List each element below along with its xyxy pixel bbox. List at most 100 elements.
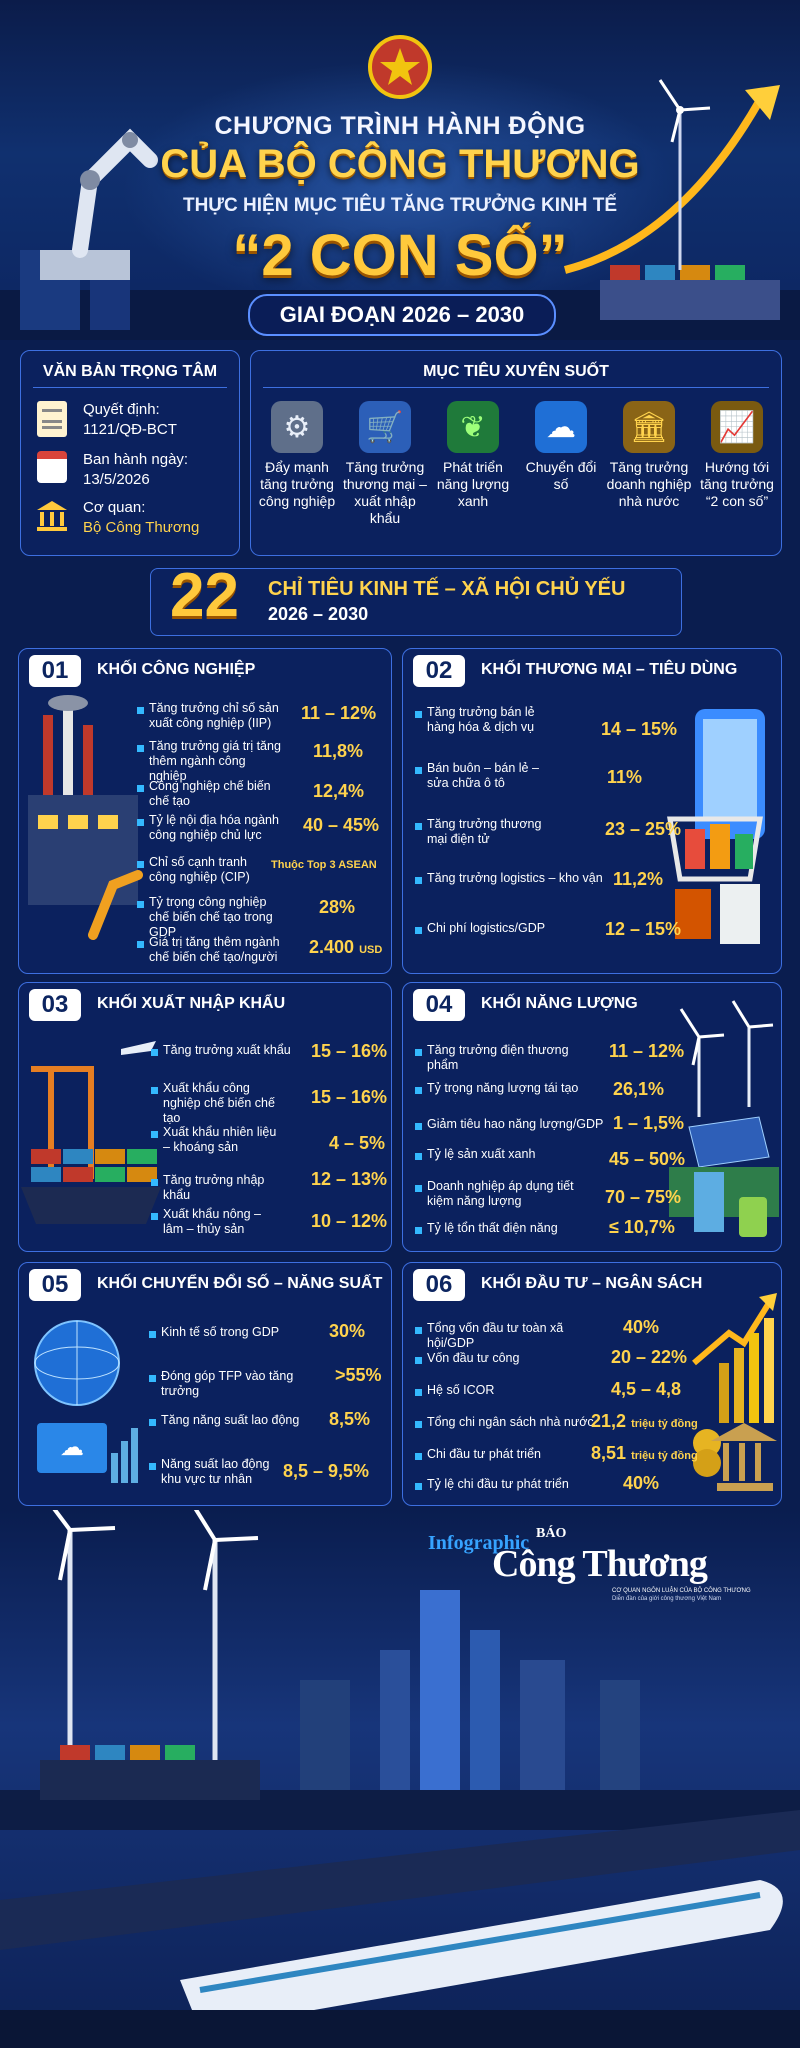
metric-row: Tăng trưởng chỉ số sản xuất công nghiệp …	[137, 701, 383, 731]
decision-label: Quyết định:	[83, 401, 160, 418]
goal-item: 🏛 Tăng trưởng doanh nghiệp nhà nước	[605, 401, 693, 510]
value-unit: triệu tỷ đồng	[631, 1418, 698, 1430]
title-line-4: “2 CON SỐ”	[232, 223, 568, 288]
metric-row: Tỷ lệ tổn thất điện năng ≤ 10,7%	[415, 1217, 675, 1251]
value-unit: triệu tỷ đồng	[631, 1450, 698, 1462]
goal-item: ⚙ Đẩy mạnh tăng trưởng công nghiệp	[253, 401, 341, 510]
robot-arm-illustration	[40, 128, 158, 280]
bullet	[415, 1453, 422, 1460]
bullet	[415, 1153, 422, 1160]
metric-label: Tỷ trọng công nghiệp chế biến chế tạo tr…	[149, 895, 273, 939]
bullet	[149, 1463, 156, 1470]
title-line-1: CHƯƠNG TRÌNH HÀNH ĐỘNG	[214, 112, 586, 140]
section-number: 04	[413, 989, 465, 1021]
metric-value: 8,5%	[329, 1409, 371, 1429]
goals-title: MỤC TIÊU XUYÊN SUỐT	[423, 363, 609, 380]
goal-label: Tăng trưởng thương mại – xuất nhập khẩu	[343, 459, 427, 526]
metric-label: Giá trị tăng thêm ngành chế biến chế tạo…	[149, 935, 280, 964]
metric-label: Công nghiệp chế biến chế tạo	[149, 779, 271, 808]
section-title: KHỐI CÔNG NGHIỆP	[97, 661, 256, 678]
metric-value: Thuộc Top 3 ASEAN	[271, 859, 377, 871]
bullet	[137, 941, 144, 948]
metric-value: 12 – 13%	[311, 1169, 388, 1189]
section-title: KHỐI NĂNG LƯỢNG	[481, 995, 638, 1012]
section-digital: 05 KHỐI CHUYỂN ĐỔI SỐ – NĂNG SUẤT ☁ Kinh…	[18, 1262, 392, 1506]
date-value: 13/5/2026	[83, 471, 150, 488]
bullet	[415, 1389, 422, 1396]
metric-value: ≤ 10,7%	[609, 1217, 675, 1237]
bullet	[151, 1087, 158, 1094]
metric-label: Doanh nghiệp áp dụng tiết kiệm năng lượn…	[427, 1179, 574, 1208]
investment-illustration	[692, 1293, 777, 1491]
metric-value: 12 – 15%	[605, 919, 682, 939]
agency-label: Cơ quan:	[83, 499, 146, 516]
metric-value: 30%	[329, 1321, 366, 1341]
document-icon	[37, 401, 67, 437]
metric-label: Giảm tiêu hao năng lượng/GDP	[427, 1117, 604, 1131]
factory-illustration	[28, 695, 143, 940]
metric-value: 11,8%	[313, 741, 364, 761]
goals-panel: MỤC TIÊU XUYÊN SUỐT ⚙ Đẩy mạnh tăng trưở…	[250, 350, 782, 556]
gear-icon: ⚙	[271, 401, 323, 453]
metric-row: Tổng vốn đầu tư toàn xã hội/GDP 40%	[415, 1317, 685, 1351]
metric-row: Tỷ trọng năng lượng tái tạo 26,1%	[415, 1079, 675, 1111]
bullet	[415, 877, 422, 884]
date-label: Ban hành ngày:	[83, 451, 189, 468]
hero-glow	[120, 60, 680, 320]
metric-row: Chi phí logistics/GDP 12 – 15%	[415, 919, 681, 951]
metric-label: Xuất khẩu nhiên liệu – khoáng sản	[163, 1125, 277, 1154]
metric-row: Chi đầu tư phát triển 8,51 triệu tỷ đồng	[415, 1443, 698, 1477]
metric-value: 4 – 5%	[329, 1133, 386, 1153]
bullet	[415, 1327, 422, 1334]
bullet	[151, 1179, 158, 1186]
svg-text:☁: ☁	[60, 1433, 84, 1461]
bullet	[137, 745, 144, 752]
bullet	[415, 1185, 422, 1192]
bullet	[149, 1331, 156, 1338]
divider	[263, 387, 769, 388]
metric-value: 12,4%	[313, 781, 365, 801]
metric-label: Đóng góp TFP vào tăng trưởng	[161, 1369, 294, 1398]
metric-value: 11 – 12%	[301, 703, 377, 723]
metric-label: Tăng trưởng thương mại điện tử	[427, 817, 542, 846]
indicators-count: 22	[170, 561, 239, 630]
title-line-2: CỦA BỘ CÔNG THƯƠNG	[160, 142, 640, 186]
calendar-icon	[37, 451, 67, 483]
bullet	[149, 1419, 156, 1426]
section-industry: 01 KHỐI CÔNG NGHIỆP Tăng trưởng chỉ số s…	[18, 648, 392, 974]
metric-value: 4,5 – 4,8	[611, 1379, 682, 1399]
cloud-icon: ☁	[535, 401, 587, 453]
metric-row: Tỷ trọng công nghiệp chế biến chế tạo tr…	[137, 895, 383, 939]
city-port-illustration	[0, 1510, 800, 2048]
section-title: KHỐI ĐẦU TƯ – NGÂN SÁCH	[481, 1275, 703, 1292]
metric-row: Giá trị tăng thêm ngành chế biến chế tạo…	[137, 935, 383, 965]
section-number: 03	[29, 989, 81, 1021]
metric-row: Tăng trưởng xuất khẩu 15 – 16%	[151, 1041, 387, 1073]
metric-label: Tăng trưởng nhập khẩu	[163, 1173, 265, 1202]
bullet	[151, 1049, 158, 1056]
metric-label: Tăng trưởng chỉ số sản xuất công nghiệp …	[149, 701, 279, 730]
metric-label: Tỷ trọng năng lượng tái tạo	[427, 1081, 579, 1095]
metric-value: 40%	[623, 1317, 660, 1337]
section-export-import: 03 KHỐI XUẤT NHẬP KHẨU Tăng trưởng xuất …	[18, 982, 392, 1252]
metric-value: 1 – 1,5%	[613, 1113, 685, 1133]
metric-row: Chỉ số cạnh tranh công nghiệp (CIP) Thuộc…	[137, 855, 383, 885]
metric-row: Tăng trưởng nhập khẩu 12 – 13%	[151, 1169, 387, 1203]
metric-label: Kinh tế số trong GDP	[161, 1325, 280, 1339]
title-line-3: THỰC HIỆN MỤC TIÊU TĂNG TRƯỞNG KINH TẾ	[182, 195, 618, 216]
metric-label: Bán buôn – bán lẻ – sửa chữa ô tô	[427, 761, 539, 790]
metric-value: 20 – 22%	[611, 1347, 688, 1367]
decision-value: 1121/QĐ-BCT	[83, 421, 177, 438]
metric-row: Kinh tế số trong GDP 30%	[149, 1321, 387, 1355]
metric-value: 70 – 75%	[605, 1187, 682, 1207]
goal-item: ❦ Phát triển năng lượng xanh	[429, 401, 517, 510]
bullet	[151, 1213, 158, 1220]
renewable-energy-illustration	[669, 1000, 779, 1237]
period-badge: GIAI ĐOẠN 2026 – 2030	[248, 294, 556, 336]
metric-label: Tổng chi ngân sách nhà nước	[427, 1415, 594, 1429]
metric-row: Năng suất lao động khu vực tư nhân 8,5 – …	[149, 1457, 387, 1487]
brand-small: BÁO	[536, 1526, 567, 1541]
metric-row: Tỷ lệ sản xuất xanh 45 – 50%	[415, 1147, 685, 1177]
metric-value: 8,5 – 9,5%	[283, 1461, 370, 1481]
metric-label: Tăng trưởng xuất khẩu	[163, 1043, 291, 1057]
